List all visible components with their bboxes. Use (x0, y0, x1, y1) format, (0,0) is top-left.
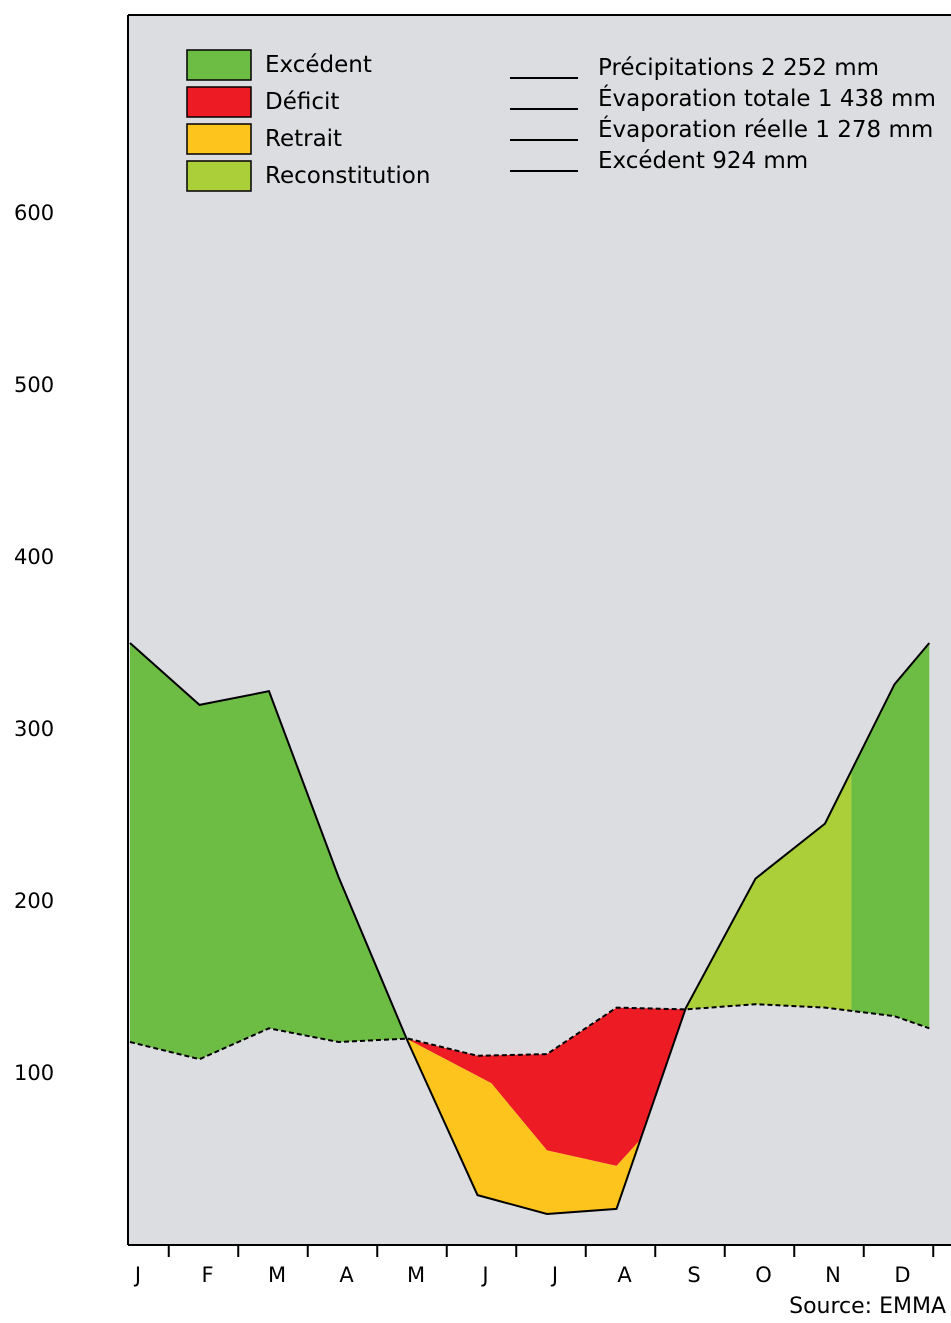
legend-area-label: Reconstitution (265, 163, 430, 189)
x-tick-label: M (268, 1263, 286, 1287)
precipitation-line (129, 642, 931, 1216)
y-tick-label-500: 500 (14, 373, 54, 397)
source-label: Source: EMMA (789, 1294, 946, 1319)
y-tick-label-100: 100 (14, 1061, 54, 1085)
legend-line-label: Évaporation totale 1 438 mm (598, 84, 936, 112)
deficit-area (406, 1007, 686, 1166)
x-tick-label: N (825, 1263, 841, 1287)
x-tick-label: A (617, 1263, 632, 1287)
excedent-area-spring (130, 643, 407, 1060)
y-tick-label-600: 600 (14, 201, 54, 225)
y-tick-label-400: 400 (14, 545, 54, 569)
legend-swatch (186, 49, 252, 81)
legend-swatch (186, 123, 252, 155)
legend: Excédent Déficit Retrait Reconstitution Préc… (186, 49, 936, 192)
x-tick-label: M (407, 1263, 425, 1287)
x-tick-label: J (480, 1263, 488, 1287)
lines-layer (129, 642, 931, 1216)
legend-swatch (186, 86, 252, 118)
evaporation-line (129, 1003, 930, 1061)
x-tick-label: S (687, 1263, 700, 1287)
x-tick-label: A (339, 1263, 354, 1287)
legend-area-label: Retrait (265, 126, 342, 152)
x-tick-label: D (894, 1263, 910, 1287)
x-tick-label: O (755, 1263, 772, 1287)
x-tick-label: F (201, 1263, 213, 1287)
retrait-area (406, 1038, 642, 1214)
legend-swatch (186, 160, 252, 192)
x-tick-label: J (550, 1263, 558, 1287)
reconstitution-area (685, 770, 852, 1011)
legend-line-label: Évaporation réelle 1 278 mm (598, 115, 933, 143)
y-tick-label-200: 200 (14, 889, 54, 913)
legend-area-label: Déficit (265, 89, 339, 115)
legend-line-label: Précipitations 2 252 mm (598, 55, 879, 81)
y-ticks: 100 200 300 400 500 600 (14, 201, 54, 1085)
x-tick-label: J (133, 1263, 141, 1287)
legend-area-label: Excédent (265, 52, 372, 78)
y-tick-label-300: 300 (14, 717, 54, 741)
areas-layer (130, 643, 930, 1214)
axes-layer (127, 14, 951, 1246)
excedent-area-autumn (851, 643, 930, 1029)
plot-background (128, 15, 951, 1245)
legend-line-label: Excédent 924 mm (598, 148, 808, 174)
